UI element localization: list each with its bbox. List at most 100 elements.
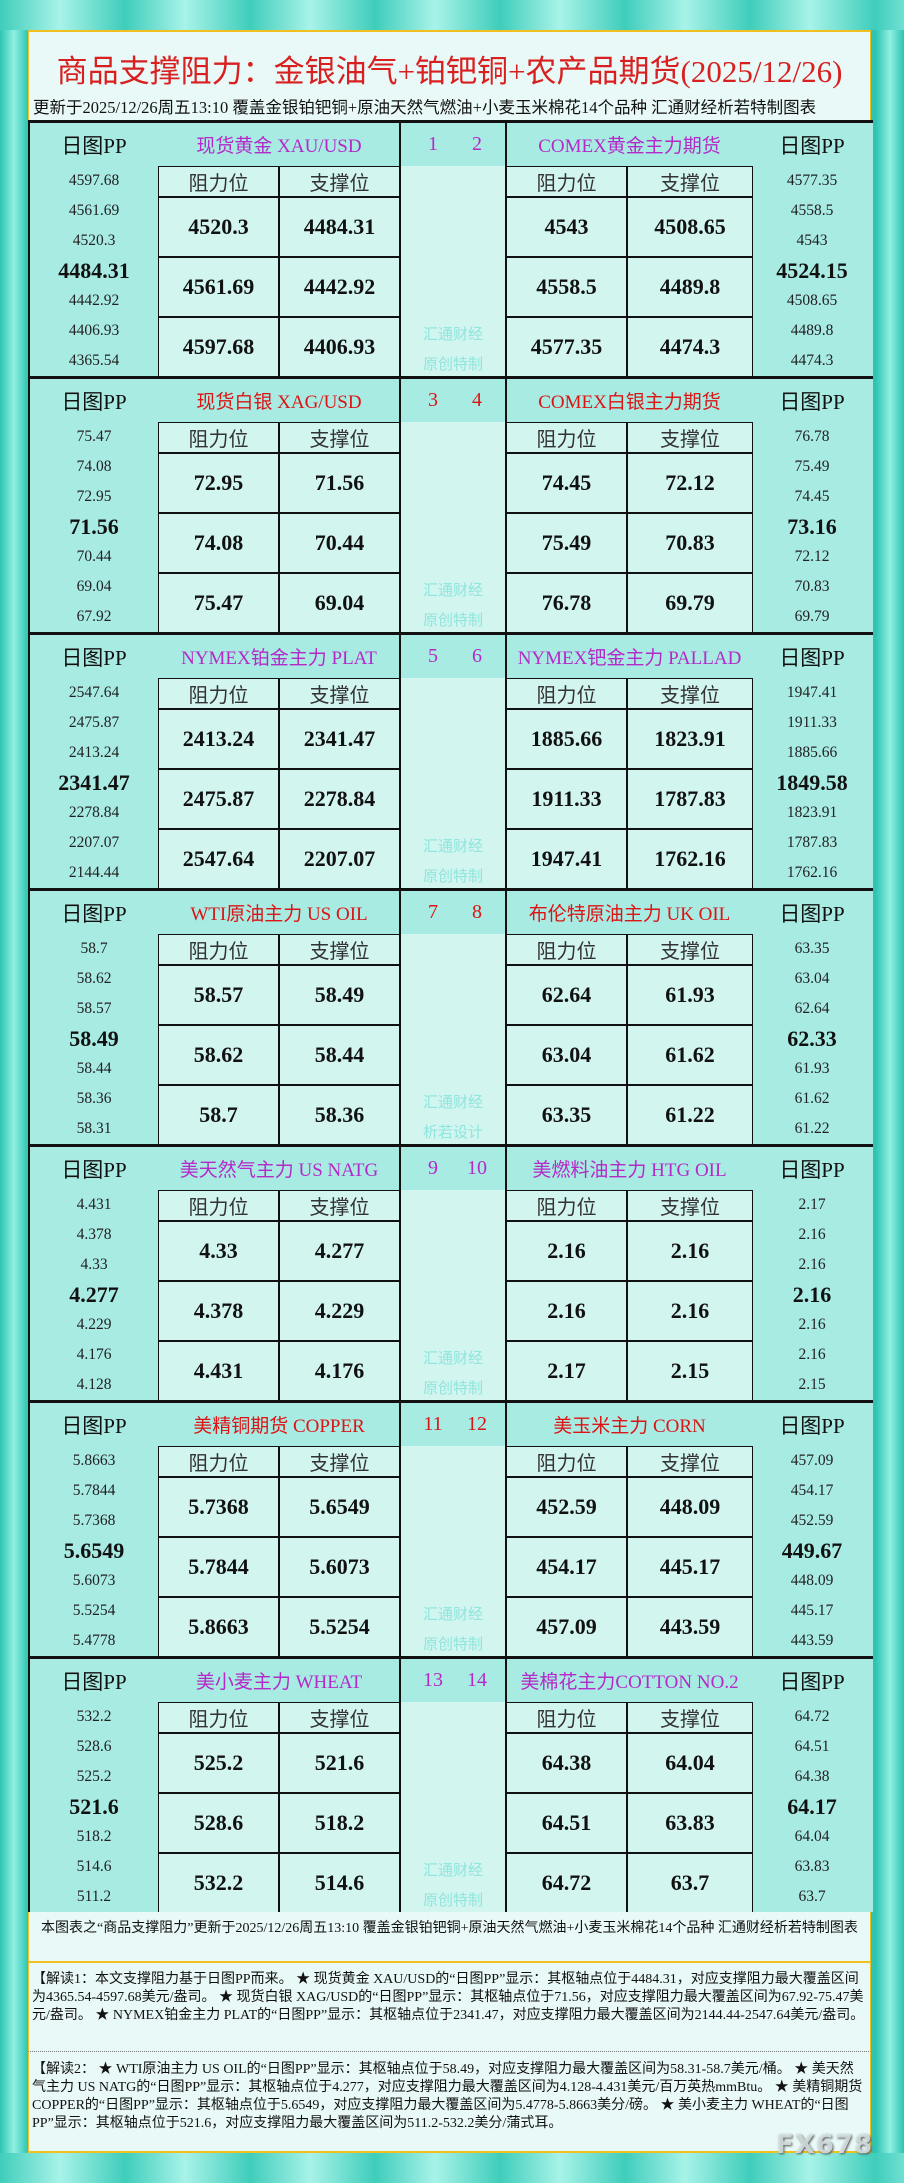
support-value: 63.7 [627,1853,753,1913]
pp-level: 2207.07 [68,834,120,851]
right-commodity-number: 6 [472,645,482,667]
resistance-value: 4561.69 [158,257,279,317]
support-value: 5.6549 [279,1477,400,1537]
pivot-point: 4524.15 [776,258,848,283]
pp-level: 2.16 [798,1256,826,1273]
resistance-value: 5.7368 [158,1477,279,1537]
pp-level: 64.72 [794,1708,830,1725]
support-value: 4406.93 [279,317,400,377]
resistance-value: 5.7844 [158,1537,279,1597]
left-commodity-name: 现货白银 XAG/USD [196,392,362,413]
support-value: 71.56 [279,453,400,513]
resistance-header: 阻力位 [158,678,279,709]
pp-level: 2144.44 [68,864,120,881]
commodity-block: 日图PP 现货白银 XAG/USD 3 阻力位 支撑位 72.95 71.56 74.08 70… [30,376,873,635]
top-frame [0,0,904,30]
resistance-value: 532.2 [158,1853,279,1913]
resistance-value: 58.57 [158,965,279,1025]
pp-header: 日图PP [779,1157,845,1182]
pp-level: 5.7844 [72,1482,116,1499]
pp-level: 64.51 [794,1738,830,1755]
commodity-block: 日图PP 美天然气主力 US NATG 9 阻力位 支撑位 4.33 4.277 4.378 4… [30,1144,873,1403]
pivot-point: 73.16 [787,514,837,539]
pp-level: 63.7 [798,1888,826,1905]
left-commodity-name: NYMEX铂金主力 PLAT [181,648,377,669]
resistance-header: 阻力位 [158,1702,279,1733]
pp-level: 62.64 [794,1000,830,1017]
column-divider [505,1659,507,1915]
pp-level: 4442.92 [68,292,120,309]
pp-level: 2413.24 [68,744,120,761]
pivot-point: 4.277 [69,1282,119,1307]
pivot-point: 71.56 [69,514,119,539]
pp-level: 528.6 [76,1738,112,1755]
pp-level: 63.35 [794,940,830,957]
interpretation-1: 【解读1：本文支撑阻力基于日图PP而来。 ★ 现货黄金 XAU/USD的“日图P… [28,1963,871,2052]
pp-level: 58.44 [76,1060,112,1077]
center-watermark: 汇通财经 [422,1606,483,1623]
right-commodity-name: 美燃料油主力 HTG OIL [532,1160,727,1181]
center-body [400,422,506,635]
support-header: 支撑位 [627,1446,753,1477]
resistance-value: 2.17 [506,1341,627,1401]
resistance-value: 2413.24 [158,709,279,769]
left-commodity-number: 9 [428,1157,438,1179]
fx678-watermark: FX678 [776,2130,874,2160]
support-value: 61.62 [627,1025,753,1085]
pp-header: 日图PP [779,901,845,926]
support-value: 58.36 [279,1085,400,1145]
support-value: 5.6073 [279,1537,400,1597]
pp-level: 4597.68 [68,172,120,189]
resistance-header: 阻力位 [506,422,627,453]
pp-level: 4.378 [76,1226,112,1243]
pp-level: 4520.3 [72,232,116,249]
support-value: 1787.83 [627,769,753,829]
pp-level: 448.09 [790,1572,834,1589]
resistance-value: 4597.68 [158,317,279,377]
resistance-header: 阻力位 [158,166,279,197]
center-watermark: 汇通财经 [422,1094,483,1111]
resistance-value: 4520.3 [158,197,279,257]
pp-level: 69.04 [76,578,112,595]
pp-level: 5.8663 [72,1452,116,1469]
pp-level: 61.22 [794,1120,830,1137]
pp-level: 5.5254 [72,1602,116,1619]
pp-level: 2475.87 [68,714,120,731]
pp-level: 74.08 [76,458,112,475]
interpretation-2: 【解读2： ★ WTI原油主力 US OIL的“日图PP”显示：其枢轴点位于58… [28,2052,871,2153]
support-value: 518.2 [279,1793,400,1853]
column-divider [399,1403,401,1659]
center-body [400,934,506,1147]
resistance-value: 2547.64 [158,829,279,889]
resistance-value: 64.51 [506,1793,627,1853]
left-commodity-number: 11 [423,1413,443,1435]
center-watermark: 原创特制 [422,1892,483,1909]
center-watermark: 原创特制 [422,1636,483,1653]
support-value: 4508.65 [627,197,753,257]
pp-level: 58.36 [76,1090,112,1107]
support-header: 支撑位 [279,166,400,197]
pp-level: 4489.8 [790,322,834,339]
center-watermark: 汇通财经 [422,838,483,855]
resistance-value: 1885.66 [506,709,627,769]
pp-level: 69.79 [794,608,830,625]
column-divider [505,891,507,1147]
pp-level: 1787.83 [786,834,838,851]
pp-level: 4508.65 [786,292,838,309]
commodity-block: 日图PP 美精铜期货 COPPER 11 阻力位 支撑位 5.7368 5.6549 5.78… [30,1400,873,1659]
center-body [400,1446,506,1659]
pp-level: 70.83 [794,578,830,595]
pp-level: 4.229 [76,1316,112,1333]
pp-level: 2.16 [798,1316,826,1333]
column-divider [399,1659,401,1915]
support-value: 2.15 [627,1341,753,1401]
pivot-point: 2.16 [792,1282,832,1307]
support-header: 支撑位 [279,1446,400,1477]
pp-level: 63.04 [794,970,830,987]
column-divider [399,635,401,891]
support-value: 445.17 [627,1537,753,1597]
column-divider [399,1147,401,1403]
pp-level: 64.38 [794,1768,830,1785]
pp-level: 4561.69 [68,202,120,219]
resistance-header: 阻力位 [506,166,627,197]
